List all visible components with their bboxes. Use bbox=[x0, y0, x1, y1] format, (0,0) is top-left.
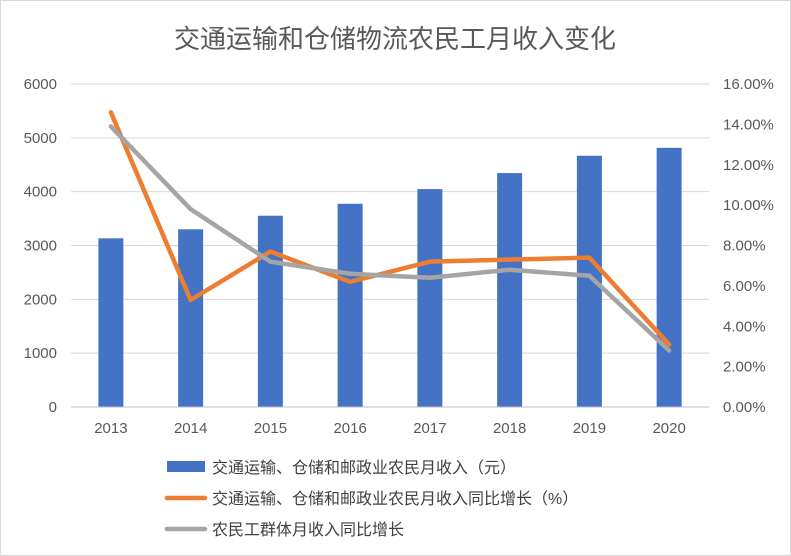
left-tick-label: 6000 bbox=[24, 76, 57, 93]
x-axis: 2013 2014 2015 2016 2017 2018 2019 2020 bbox=[71, 406, 709, 437]
left-tick-label: 0 bbox=[49, 399, 57, 416]
bar bbox=[178, 229, 204, 407]
left-tick-label: 1000 bbox=[24, 345, 57, 362]
left-tick-label: 2000 bbox=[24, 291, 57, 308]
x-tick-label: 2013 bbox=[94, 420, 127, 437]
x-tick-label: 2018 bbox=[493, 420, 526, 437]
right-tick-label: 10.00% bbox=[723, 197, 774, 214]
right-axis: 0.00% 2.00% 4.00% 6.00% 8.00% 10.00% 12.00% 14.… bbox=[723, 76, 774, 416]
left-axis: 0 1000 2000 3000 4000 5000 6000 bbox=[24, 76, 57, 416]
x-tick-label: 2020 bbox=[652, 420, 685, 437]
series-line bbox=[108, 110, 672, 347]
bar-series bbox=[98, 147, 682, 408]
right-tick-label: 2.00% bbox=[723, 359, 766, 376]
x-tick-label: 2019 bbox=[573, 420, 606, 437]
x-tick-label: 2016 bbox=[333, 420, 366, 437]
legend-label: 交通运输、仓储和邮政业农民月收入（元） bbox=[212, 459, 516, 477]
series-line bbox=[108, 124, 672, 353]
bar bbox=[417, 189, 443, 407]
bar bbox=[337, 203, 363, 407]
right-tick-label: 8.00% bbox=[723, 238, 766, 255]
chart-title: 交通运输和仓储物流农民工月收入变化 bbox=[174, 24, 616, 54]
right-tick-label: 0.00% bbox=[723, 399, 766, 416]
bar bbox=[98, 238, 124, 407]
x-tick-label: 2015 bbox=[254, 420, 287, 437]
left-tick-label: 3000 bbox=[24, 238, 57, 255]
left-tick-label: 5000 bbox=[24, 130, 57, 147]
right-tick-label: 12.00% bbox=[723, 157, 774, 174]
x-tick-label: 2017 bbox=[413, 420, 446, 437]
bar bbox=[257, 215, 283, 407]
legend-swatch bbox=[167, 461, 205, 472]
gridlines bbox=[71, 83, 709, 408]
right-tick-label: 16.00% bbox=[723, 76, 774, 93]
legend-label: 交通运输、仓储和邮政业农民月收入同比增长（%） bbox=[212, 490, 578, 508]
left-tick-label: 4000 bbox=[24, 184, 57, 201]
line-series bbox=[108, 110, 672, 353]
bar bbox=[497, 173, 523, 407]
right-tick-label: 4.00% bbox=[723, 318, 766, 335]
legend: 交通运输、仓储和邮政业农民月收入（元） 交通运输、仓储和邮政业农民月收入同比增长（… bbox=[164, 459, 578, 539]
x-tick-label: 2014 bbox=[174, 420, 207, 437]
bar bbox=[656, 147, 682, 408]
right-tick-label: 14.00% bbox=[723, 116, 774, 133]
legend-label: 农民工群体月收入同比增长 bbox=[212, 521, 404, 539]
right-tick-label: 6.00% bbox=[723, 278, 766, 295]
